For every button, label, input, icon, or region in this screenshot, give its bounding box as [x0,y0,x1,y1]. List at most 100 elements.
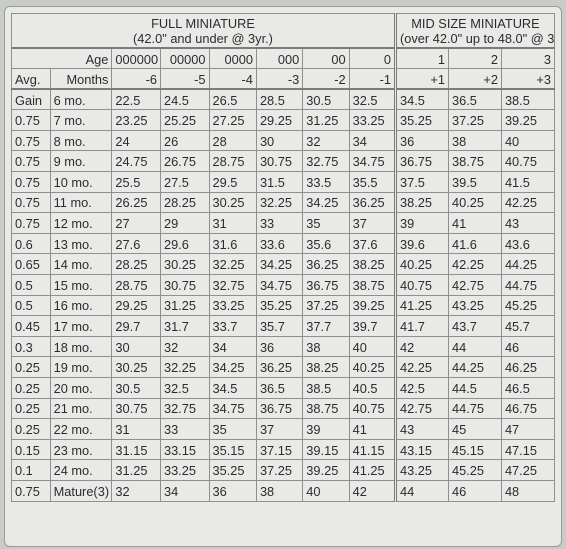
cell: 0.75 [12,110,51,131]
cell: Gain [12,89,51,110]
cell: 7 mo. [50,110,112,131]
cell: 0.75 [12,130,51,151]
table-row: 0.2519 mo.30.2532.2534.2536.2538.2540.25… [12,357,555,378]
cell: 28.5 [256,89,302,110]
cell: 36.25 [256,357,302,378]
mid-size-title: MID SIZE MINIATURE (over 42.0" up to 48.… [396,14,555,49]
table-row: 0.7511 mo.26.2528.2530.2532.2534.2536.25… [12,192,555,213]
cell: 34 [160,480,209,501]
cell: 47.15 [501,439,554,460]
cell: 44 [396,480,449,501]
cell: 0.5 [12,295,51,316]
cell: 27.25 [209,110,256,131]
table-row: 0.7510 mo.25.527.529.531.533.535.537.539… [12,172,555,193]
cell: 37 [256,419,302,440]
cell: 41.15 [349,439,395,460]
cell: 43.15 [396,439,449,460]
cell: 42.25 [396,357,449,378]
cell: 0.75 [12,213,51,234]
cell: 34.5 [396,89,449,110]
col-n2: -2 [303,69,349,90]
data-rows: Gain6 mo.22.524.526.528.530.532.534.536.… [12,89,555,501]
cell: 28.75 [112,275,161,296]
col-months: Months [50,69,112,90]
table-row: 0.515 mo.28.7530.7532.7534.7536.7538.754… [12,275,555,296]
cell: 41.25 [349,460,395,481]
growth-table: FULL MINIATURE (42.0" and under @ 3yr.) … [11,13,555,502]
cell: 36 [396,130,449,151]
cell: 44 [448,336,501,357]
cell: 46.25 [501,357,554,378]
cell: 32.25 [256,192,302,213]
cell: 26 [160,130,209,151]
cell: 0.3 [12,336,51,357]
cell: 32.5 [160,378,209,399]
cell: 34.25 [209,357,256,378]
col-n1: -1 [349,69,395,90]
cell: 38 [256,480,302,501]
age-c2: 00000 [160,48,209,69]
cell: 30 [256,130,302,151]
cell: 26.75 [160,151,209,172]
column-header-row: Avg. Months -6 -5 -4 -3 -2 -1 +1 +2 +3 [12,69,555,90]
cell: 38.25 [303,357,349,378]
cell: 40 [349,336,395,357]
cell: 38.75 [349,275,395,296]
cell: 39.25 [349,295,395,316]
col-n5: -5 [160,69,209,90]
cell: 34.75 [209,398,256,419]
cell: 31.25 [112,460,161,481]
cell: 31.6 [209,233,256,254]
cell: 38.5 [501,89,554,110]
table-row: 0.2520 mo.30.532.534.536.538.540.542.544… [12,378,555,399]
cell: 42.75 [448,275,501,296]
cell: 34 [209,336,256,357]
cell: 41 [448,213,501,234]
cell: 32.75 [160,398,209,419]
cell: 29 [160,213,209,234]
cell: 31.5 [256,172,302,193]
cell: 35.25 [396,110,449,131]
cell: 37.15 [256,439,302,460]
cell: 13 mo. [50,233,112,254]
cell: 41.25 [396,295,449,316]
cell: 39.25 [303,460,349,481]
cell: 39.5 [448,172,501,193]
cell: 30.75 [256,151,302,172]
cell: 33 [160,419,209,440]
cell: 36.25 [303,254,349,275]
cell: 21 mo. [50,398,112,419]
cell: 46 [501,336,554,357]
cell: 39.15 [303,439,349,460]
cell: 24.5 [160,89,209,110]
title-line1: MID SIZE MINIATURE [411,16,539,31]
cell: 32.5 [349,89,395,110]
cell: 26.5 [209,89,256,110]
cell: 40.75 [501,151,554,172]
cell: 37.7 [303,316,349,337]
cell: 0.45 [12,316,51,337]
cell: 35 [303,213,349,234]
cell: 38.25 [349,254,395,275]
cell: 32.75 [209,275,256,296]
cell: 37 [349,213,395,234]
cell: 37.25 [303,295,349,316]
cell: 45.25 [501,295,554,316]
cell: 47.25 [501,460,554,481]
cell: 0.15 [12,439,51,460]
cell: 27.5 [160,172,209,193]
age-c6: 0 [349,48,395,69]
cell: 0.65 [12,254,51,275]
cell: 30.5 [112,378,161,399]
col-avg: Avg. [12,69,51,90]
age-header-row: Age 000000 00000 0000 000 00 0 1 2 3 [12,48,555,69]
cell: 17 mo. [50,316,112,337]
cell: 40.25 [448,192,501,213]
cell: 0.25 [12,419,51,440]
table-row: 0.75Mature(3)323436384042444648 [12,480,555,501]
cell: 44.75 [501,275,554,296]
cell: 33.7 [209,316,256,337]
cell: 41.5 [501,172,554,193]
cell: 43.7 [448,316,501,337]
cell: 32.25 [209,254,256,275]
